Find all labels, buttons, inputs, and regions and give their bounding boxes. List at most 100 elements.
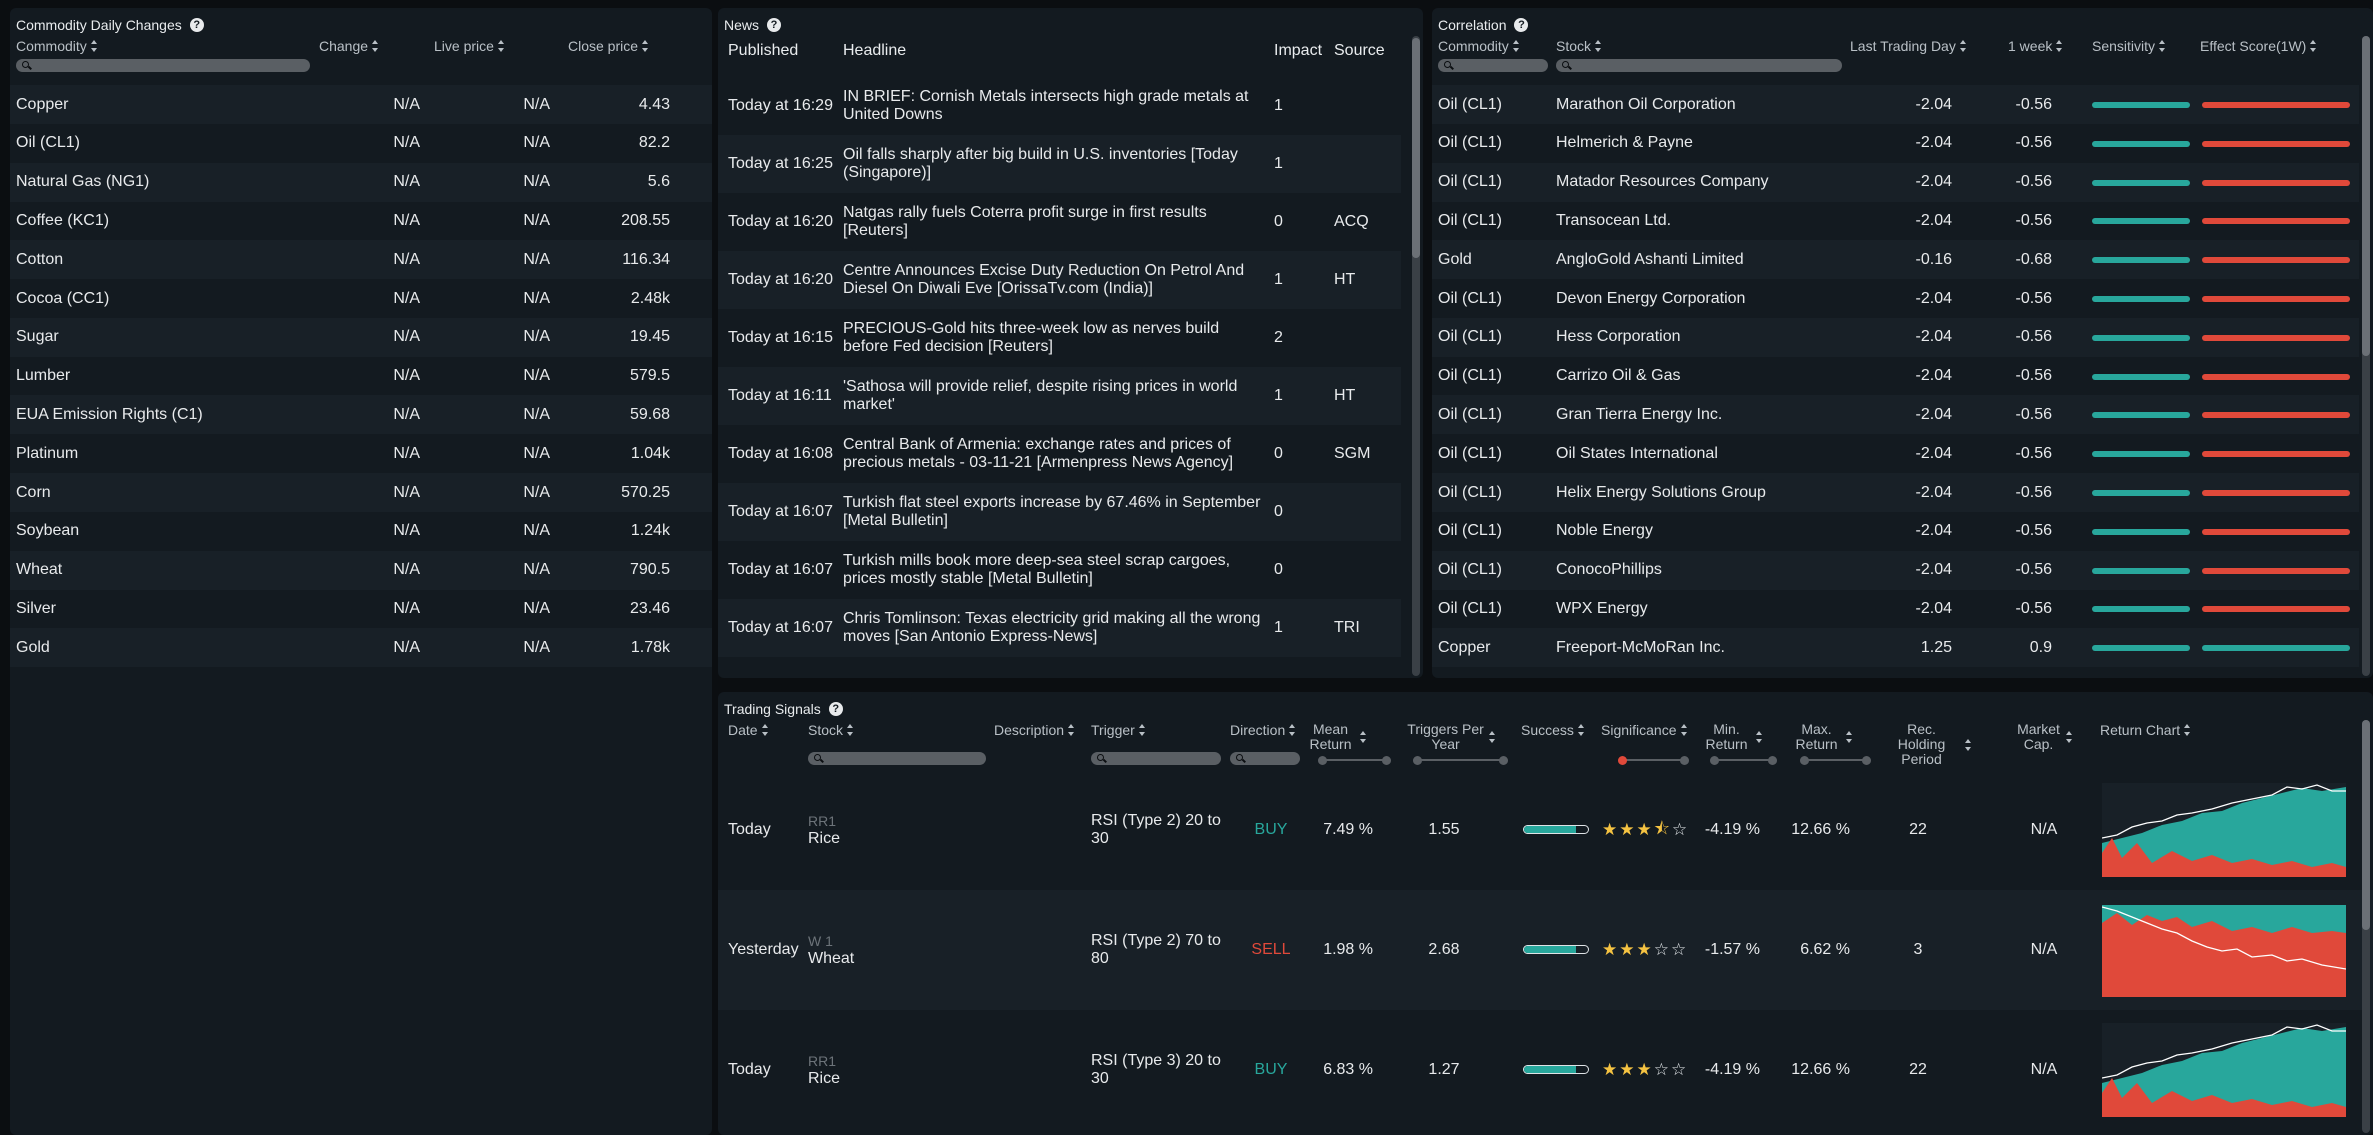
headline[interactable]: Central Bank of Armenia: exchange rates … — [843, 436, 1234, 471]
table-row[interactable]: Oil (CL1) Transocean Ltd. -2.04 -0.56 — [1432, 201, 2359, 240]
stock-name[interactable]: Transocean Ltd. — [1556, 211, 1672, 229]
signal-stock[interactable]: RR1 Rice — [808, 1010, 840, 1130]
col-live-price[interactable]: Live price — [434, 38, 505, 54]
table-row[interactable]: EUA Emission Rights (C1) N/A N/A 59.68 — [10, 395, 712, 435]
table-row[interactable]: Copper Freeport-McMoRan Inc. 1.25 0.9 — [1432, 628, 2359, 668]
table-row[interactable]: Oil (CL1) N/A N/A 82.2 — [10, 124, 712, 163]
table-row[interactable]: Copper N/A N/A 4.43 — [10, 85, 712, 124]
col-triggers-per-year[interactable]: Triggers Per Year — [1406, 722, 1496, 752]
col-min-return[interactable]: Min. Return — [1698, 722, 1766, 752]
headline[interactable]: Oil falls sharply after big build in U.S… — [843, 146, 1238, 181]
col-published[interactable]: Published — [728, 42, 799, 59]
table-row[interactable]: Oil (CL1) ConocoPhillips -2.04 -0.56 — [1432, 550, 2359, 590]
col-last-trading-day[interactable]: Last Trading Day — [1850, 38, 1967, 54]
table-row[interactable]: Wheat N/A N/A 790.5 — [10, 550, 712, 590]
table-row[interactable]: Oil (CL1) Gran Tierra Energy Inc. -2.04 -0.… — [1432, 395, 2359, 435]
table-row[interactable]: Cocoa (CC1) N/A N/A 2.48k — [10, 279, 712, 318]
table-row[interactable]: Oil (CL1) Carrizo Oil & Gas -2.04 -0.56 — [1432, 357, 2359, 396]
col-change[interactable]: Change — [319, 38, 379, 54]
stock-name[interactable]: Oceaneering International — [1556, 667, 1740, 679]
stock-name[interactable]: Devon Energy Corporation — [1556, 289, 1746, 307]
stock-name[interactable]: Helix Energy Solutions Group — [1556, 483, 1766, 501]
table-row[interactable]: Silver N/A N/A 23.46 — [10, 589, 712, 628]
news-row[interactable]: Today at 16:20 Natgas rally fuels Coterra… — [718, 193, 1401, 251]
table-row[interactable]: Coffee (KC1) N/A N/A 208.55 — [10, 201, 712, 240]
col-date[interactable]: Date — [728, 722, 769, 738]
headline[interactable]: Turkish mills book more deep-sea steel s… — [843, 552, 1231, 587]
table-row[interactable]: Oil (CL1) Oceaneering International -2.04 -… — [1432, 667, 2359, 679]
range-max-knob[interactable] — [1382, 755, 1391, 765]
triggers-range-slider[interactable] — [1413, 755, 1508, 765]
signal-row[interactable]: Today RR1 Rice RSI (Type 2) 20 to 30 BUY 7.49… — [718, 770, 2373, 890]
table-row[interactable]: Platinum N/A N/A 1.04k — [10, 434, 712, 473]
table-row[interactable]: Soybean N/A N/A 1.24k — [10, 512, 712, 551]
help-icon[interactable]: ? — [189, 18, 204, 32]
table-row[interactable]: Oil (CL1) Helmerich & Payne -2.04 -0.56 — [1432, 124, 2359, 163]
news-scrollbar[interactable] — [1412, 36, 1420, 676]
stock-name[interactable]: AngloGold Ashanti Limited — [1556, 250, 1744, 268]
col-stock[interactable]: Stock — [808, 722, 854, 738]
commodity-search-input[interactable] — [16, 59, 310, 72]
table-row[interactable]: Oil (CL1) Oil States International -2.04 -0… — [1432, 434, 2359, 473]
table-row[interactable]: Cotton N/A N/A 116.34 — [10, 240, 712, 280]
stock-name[interactable]: Noble Energy — [1556, 522, 1653, 540]
signal-stock[interactable]: RR1 Rice — [808, 770, 840, 890]
col-close-price[interactable]: Close price — [568, 38, 649, 54]
help-icon[interactable]: ? — [828, 702, 843, 716]
headline[interactable]: Turkish flat steel exports increase by 6… — [843, 494, 1261, 529]
signal-row[interactable]: Today RR1 Rice RSI (Type 3) 20 to 30 BUY 6.83… — [718, 1010, 2373, 1130]
stock-search-input[interactable] — [808, 752, 986, 765]
stock-search-input[interactable] — [1556, 59, 1842, 72]
col-sensitivity[interactable]: Sensitivity — [2092, 38, 2166, 54]
headline[interactable]: 'Sathosa will provide relief, despite ri… — [843, 378, 1238, 413]
table-row[interactable]: Oil (CL1) Marathon Oil Corporation -2.04 -0… — [1432, 85, 2359, 124]
news-row[interactable]: Today at 16:07 Chris Tomlinson: Texas ele… — [718, 599, 1401, 657]
news-row[interactable]: Today at 16:20 Centre Announces Excise Du… — [718, 251, 1401, 309]
trigger-search-input[interactable] — [1091, 752, 1221, 765]
table-row[interactable]: Oil (CL1) Hess Corporation -2.04 -0.56 — [1432, 317, 2359, 357]
col-market-cap[interactable]: Market Cap. — [2014, 722, 2074, 752]
col-commodity[interactable]: Commodity — [16, 38, 98, 54]
col-stock[interactable]: Stock — [1556, 38, 1602, 54]
headline[interactable]: IN BRIEF: Cornish Metals intersects high… — [843, 88, 1249, 123]
stock-name[interactable]: Matador Resources Company — [1556, 173, 1769, 191]
col-headline[interactable]: Headline — [843, 42, 907, 59]
signals-scrollbar-thumb[interactable] — [2362, 720, 2370, 930]
range-min-knob[interactable] — [1618, 755, 1627, 765]
col-impact[interactable]: Impact — [1274, 42, 1323, 59]
significance-range-slider[interactable] — [1618, 755, 1689, 765]
headline[interactable]: Natgas rally fuels Coterra profit surge … — [843, 204, 1207, 239]
headline[interactable]: Chris Tomlinson: Texas electricity grid … — [843, 610, 1261, 645]
mean-return-range-slider[interactable] — [1318, 755, 1391, 765]
table-row[interactable]: Sugar N/A N/A 19.45 — [10, 317, 712, 357]
col-rec-holding-period[interactable]: Rec. Holding Period — [1882, 722, 1972, 767]
range-max-knob[interactable] — [1768, 755, 1777, 765]
range-min-knob[interactable] — [1800, 755, 1809, 765]
stock-name[interactable]: Gran Tierra Energy Inc. — [1556, 405, 1723, 423]
headline[interactable]: Record beef trade lifts suckled calves t… — [843, 657, 1263, 678]
news-row[interactable]: Today at 16:15 PRECIOUS-Gold hits three-w… — [718, 309, 1401, 367]
direction-search-input[interactable] — [1230, 752, 1300, 765]
col-max-return[interactable]: Max. Return — [1788, 722, 1856, 752]
range-max-knob[interactable] — [1680, 755, 1689, 765]
stock-name[interactable]: Freeport-McMoRan Inc. — [1556, 638, 1725, 656]
news-scrollbar-thumb[interactable] — [1412, 38, 1420, 258]
table-row[interactable]: Oil (CL1) Devon Energy Corporation -2.04 -0… — [1432, 279, 2359, 318]
col-return-chart[interactable]: Return Chart — [2100, 722, 2191, 738]
correlation-scrollbar[interactable] — [2362, 36, 2370, 676]
stock-name[interactable]: WPX Energy — [1556, 599, 1648, 617]
col-source[interactable]: Source — [1334, 42, 1385, 59]
news-row[interactable]: Today at 16:25 Oil falls sharply after bi… — [718, 135, 1401, 193]
range-min-knob[interactable] — [1318, 755, 1327, 765]
news-row[interactable]: Today at 16:07Record beef trade lifts su… — [718, 657, 1401, 678]
range-max-knob[interactable] — [1499, 755, 1508, 765]
table-row[interactable]: Oil (CL1) Matador Resources Company -2.04 -… — [1432, 162, 2359, 202]
col-description[interactable]: Description — [994, 722, 1075, 738]
table-row[interactable]: Oil (CL1) WPX Energy -2.04 -0.56 — [1432, 589, 2359, 628]
col-mean-return[interactable]: Mean Return — [1298, 722, 1374, 752]
stock-name[interactable]: ConocoPhillips — [1556, 561, 1662, 579]
help-icon[interactable]: ? — [1514, 18, 1529, 32]
col-effect-score[interactable]: Effect Score(1W) — [2200, 38, 2317, 54]
table-row[interactable]: Natural Gas (NG1) N/A N/A 5.6 — [10, 162, 712, 202]
news-row[interactable]: Today at 16:29 IN BRIEF: Cornish Metals i… — [718, 77, 1401, 135]
